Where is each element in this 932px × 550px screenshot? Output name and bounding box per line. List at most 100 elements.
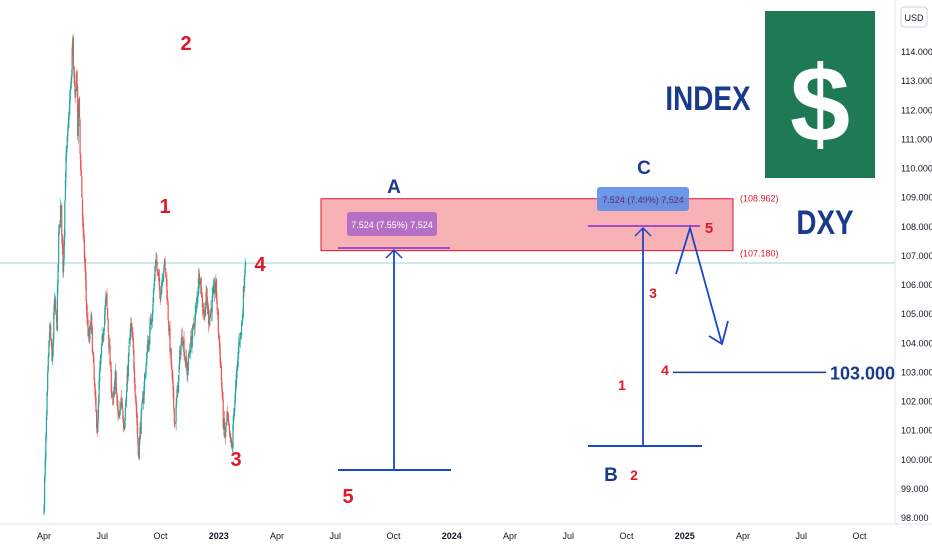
time-tick-label: Apr [37, 531, 51, 541]
candle-body [189, 352, 191, 353]
candle-body [213, 284, 215, 287]
projection-path [675, 224, 723, 345]
candle-body [66, 136, 68, 149]
candle-body [231, 441, 233, 448]
candle-body [93, 365, 95, 380]
candle-body [201, 295, 203, 297]
candle-body [49, 325, 51, 331]
candle-body [119, 408, 122, 410]
candle-body [77, 112, 79, 137]
candle-body [169, 327, 171, 353]
candle-body [179, 350, 181, 364]
candle-body [71, 48, 73, 75]
wave-label: 2 [180, 33, 191, 55]
candle-body [131, 326, 133, 337]
measure-box-c [597, 187, 689, 211]
arrow-head-icon [634, 226, 652, 237]
candle-body [227, 417, 229, 422]
candle-body [147, 339, 150, 351]
candle-body [58, 224, 60, 234]
candle-body [224, 430, 226, 438]
price-tick-label: 110.000 [901, 164, 932, 174]
abc-label: C [637, 158, 651, 179]
candle-body [53, 299, 55, 313]
candle-body [114, 370, 117, 378]
candle-body [77, 86, 79, 136]
currency-button[interactable] [900, 6, 928, 28]
candle-body [74, 88, 76, 98]
candle-body [138, 453, 140, 458]
time-tick-label: Jul [96, 531, 108, 541]
candle-body [139, 427, 141, 439]
labels: 2 1 4 3 5 5 1 2 3 4 A B C [159, 33, 713, 508]
candle-body [186, 365, 188, 376]
candle-body [75, 72, 78, 91]
candle-body [168, 328, 170, 333]
time-tick-label: Apr [736, 531, 750, 541]
candle-body [136, 423, 139, 439]
wave-label-small: 3 [649, 285, 657, 301]
candle-body [185, 356, 187, 366]
candle-body [95, 411, 98, 429]
price-axis-panel[interactable] [895, 0, 932, 550]
candle-body [245, 263, 247, 265]
candle-body [64, 201, 66, 238]
candle-body [111, 395, 114, 398]
candle-body [84, 265, 87, 281]
candle-body [69, 98, 71, 115]
time-tick-label: Apr [270, 531, 284, 541]
candle-body [182, 340, 185, 345]
candle-body [214, 289, 216, 294]
candle-body [62, 244, 64, 272]
candle-body [215, 278, 217, 289]
candle-body [83, 238, 85, 258]
candle-body [202, 309, 204, 311]
candle-body [122, 418, 125, 429]
candle-body [89, 326, 91, 340]
candle-body [216, 299, 218, 310]
candle-body [47, 356, 49, 371]
candle-body [61, 234, 63, 246]
time-tick-label: Oct [153, 531, 168, 541]
candle-body [229, 430, 231, 434]
candle-body [127, 354, 130, 377]
time-axis-ticks: Apr Jul Oct 2023 Apr Jul Oct 2024 Apr Jul Oct 2025 A… [37, 531, 867, 541]
candle-body [220, 362, 222, 368]
candle-body [45, 436, 47, 460]
candle-body [210, 308, 213, 313]
candle-body [44, 458, 46, 477]
candle-body [81, 199, 84, 219]
candle-body [62, 260, 65, 273]
candle-body [203, 310, 205, 314]
candle-body [242, 287, 244, 316]
wave-label: 1 [159, 196, 170, 218]
candle-body [113, 388, 115, 395]
time-tick-label: Jul [329, 531, 341, 541]
candle-body [116, 396, 118, 405]
candle-body [45, 416, 48, 438]
candle-body [99, 368, 101, 382]
candle-body [181, 337, 183, 345]
price-tick-label: 106.000 [901, 280, 932, 290]
candle-body [67, 118, 70, 128]
candle-body [126, 373, 128, 392]
candle-body [237, 357, 239, 366]
candle-body [109, 345, 111, 366]
candle-body [229, 433, 232, 443]
candle-body [135, 394, 137, 403]
candle-body [185, 358, 188, 367]
candle-body [58, 232, 60, 264]
candle-body [190, 336, 193, 347]
candle-body [219, 345, 221, 363]
candle-body [89, 327, 92, 329]
candle-body [138, 438, 141, 459]
candle-body [237, 346, 240, 359]
candle-body [144, 374, 147, 376]
measure-label-a: 7.524 (7.55%) 7,524 [351, 220, 433, 230]
candle-body [230, 440, 232, 443]
symbol-title: DXY [796, 203, 854, 241]
candle-body [144, 374, 146, 381]
candle-body [159, 289, 161, 299]
candle-body [79, 119, 81, 154]
